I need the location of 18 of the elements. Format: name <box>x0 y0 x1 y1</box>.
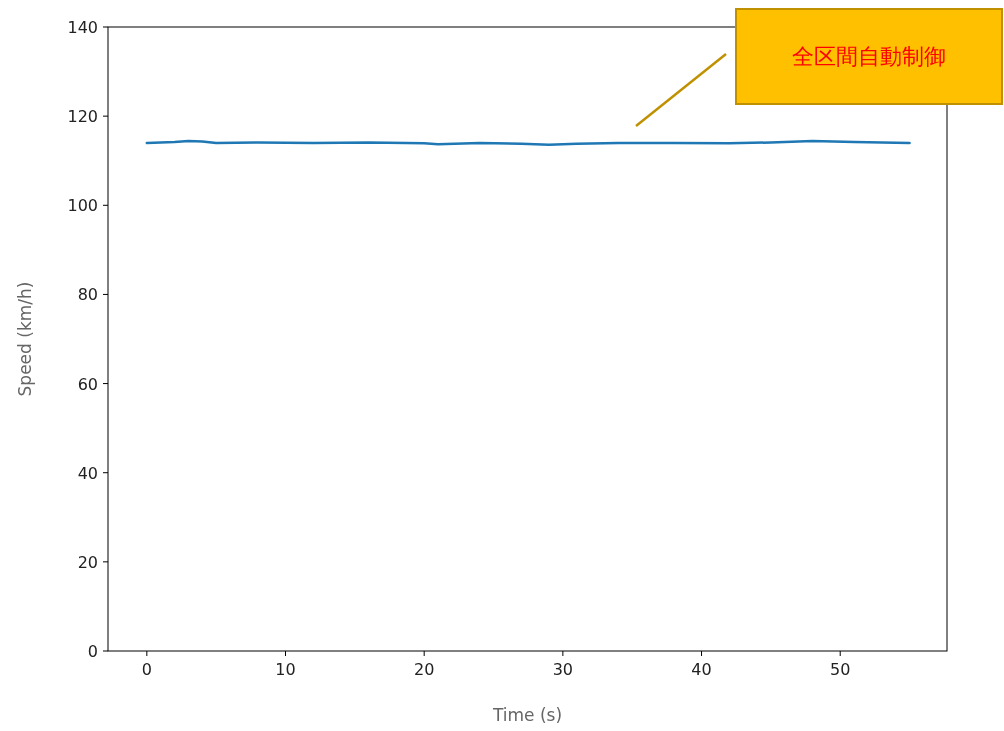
y-tick-label: 100 <box>67 196 98 216</box>
y-tick-label: 0 <box>87 642 98 661</box>
callout: 全区間自動制御 <box>635 8 1003 127</box>
annotation: 全区間自動制御 <box>792 44 946 69</box>
x-axis-title: Time (s) <box>491 705 563 725</box>
x-tick-label: 10 <box>275 660 296 679</box>
y-axis-title: Speed (km/h) <box>15 281 35 397</box>
y-tick-label: 40 <box>77 463 98 483</box>
y-tick-label: 80 <box>77 285 98 305</box>
y-tick-label: 140 <box>67 18 98 37</box>
x-tick-label: 40 <box>691 660 712 679</box>
x-tick-label: 0 <box>141 660 152 679</box>
y-tick-label: 60 <box>77 374 98 394</box>
x-tick-label: 30 <box>552 660 574 679</box>
x-tick-label: 50 <box>830 660 851 679</box>
x-tick-label: 20 <box>414 660 435 679</box>
y-tick-label: 120 <box>67 107 98 127</box>
y-tick-label: 20 <box>77 552 98 572</box>
